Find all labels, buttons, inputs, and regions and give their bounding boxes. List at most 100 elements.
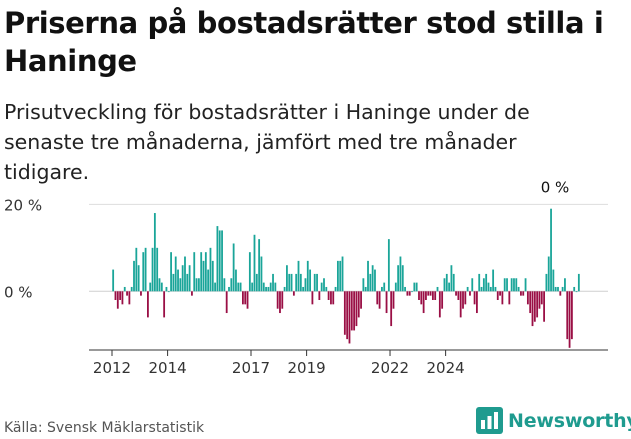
bar[interactable]	[538, 291, 541, 309]
bar[interactable]	[431, 291, 434, 300]
bar[interactable]	[267, 286, 270, 292]
bar[interactable]	[473, 291, 476, 305]
bar[interactable]	[302, 286, 305, 292]
bar[interactable]	[385, 291, 388, 314]
bar[interactable]	[457, 291, 460, 300]
bar[interactable]	[313, 273, 316, 292]
bar[interactable]	[397, 265, 400, 292]
bar[interactable]	[262, 282, 265, 292]
bar[interactable]	[239, 282, 242, 292]
bar[interactable]	[184, 256, 186, 292]
bar[interactable]	[242, 291, 244, 305]
bar[interactable]	[513, 278, 515, 292]
bar[interactable]	[223, 278, 226, 292]
bar[interactable]	[480, 286, 483, 292]
bar[interactable]	[325, 286, 328, 292]
bar[interactable]	[258, 239, 261, 292]
bar[interactable]	[297, 260, 300, 292]
bar[interactable]	[216, 226, 219, 292]
bar[interactable]	[355, 291, 358, 327]
bar[interactable]	[499, 291, 501, 296]
bar[interactable]	[374, 269, 376, 292]
bar[interactable]	[126, 291, 128, 296]
bar[interactable]	[566, 291, 569, 340]
bar[interactable]	[170, 252, 172, 292]
bar[interactable]	[330, 291, 332, 305]
bar[interactable]	[228, 286, 230, 292]
bar[interactable]	[299, 273, 302, 292]
bar[interactable]	[450, 265, 453, 292]
bar[interactable]	[274, 282, 277, 292]
bar[interactable]	[408, 291, 411, 296]
bar[interactable]	[503, 278, 506, 292]
bar[interactable]	[452, 273, 455, 292]
bar[interactable]	[225, 291, 228, 314]
bar[interactable]	[526, 291, 529, 305]
bar[interactable]	[464, 291, 467, 305]
bar[interactable]	[318, 291, 321, 300]
bar[interactable]	[116, 291, 119, 309]
bar[interactable]	[462, 291, 464, 309]
bar[interactable]	[515, 278, 518, 292]
bar[interactable]	[144, 247, 147, 292]
bar[interactable]	[436, 286, 439, 292]
bar[interactable]	[165, 286, 168, 292]
bar[interactable]	[149, 282, 152, 292]
bar[interactable]	[536, 291, 539, 318]
bar[interactable]	[517, 286, 520, 292]
bar[interactable]	[191, 291, 193, 296]
bar[interactable]	[202, 260, 205, 292]
bar[interactable]	[543, 291, 545, 322]
bar[interactable]	[367, 260, 369, 292]
bar[interactable]	[137, 265, 140, 292]
bar[interactable]	[214, 282, 217, 292]
bar[interactable]	[550, 208, 552, 292]
bar[interactable]	[357, 291, 360, 318]
bar[interactable]	[362, 278, 365, 292]
bar[interactable]	[420, 291, 423, 305]
bar[interactable]	[369, 273, 372, 292]
bar[interactable]	[147, 291, 149, 318]
bar[interactable]	[334, 286, 337, 292]
bar[interactable]	[441, 291, 444, 309]
bar[interactable]	[207, 269, 210, 292]
bar[interactable]	[545, 273, 548, 292]
bar[interactable]	[508, 291, 511, 305]
bar[interactable]	[547, 256, 550, 292]
bar[interactable]	[283, 286, 286, 292]
bar[interactable]	[151, 247, 154, 292]
bar[interactable]	[485, 273, 488, 292]
bar[interactable]	[482, 278, 485, 292]
bar[interactable]	[540, 291, 543, 305]
bar[interactable]	[425, 291, 427, 300]
bar[interactable]	[575, 291, 578, 293]
bar[interactable]	[445, 273, 448, 292]
bar[interactable]	[265, 286, 267, 292]
bar[interactable]	[557, 286, 559, 292]
bar[interactable]	[181, 265, 184, 292]
bar[interactable]	[552, 269, 555, 292]
bar[interactable]	[286, 265, 288, 292]
bar[interactable]	[364, 286, 367, 292]
bar[interactable]	[381, 286, 383, 292]
bar[interactable]	[469, 291, 471, 296]
bar[interactable]	[128, 291, 131, 305]
bar[interactable]	[235, 269, 237, 292]
bar[interactable]	[172, 273, 175, 292]
bar[interactable]	[295, 273, 298, 292]
bar[interactable]	[112, 269, 115, 292]
bar[interactable]	[288, 273, 291, 292]
bar[interactable]	[332, 291, 335, 305]
bar[interactable]	[522, 291, 525, 296]
bar[interactable]	[230, 278, 233, 292]
bar[interactable]	[399, 256, 402, 292]
bar[interactable]	[306, 260, 309, 292]
bar[interactable]	[559, 291, 562, 296]
bar[interactable]	[272, 273, 274, 292]
bar[interactable]	[153, 213, 156, 292]
bar[interactable]	[209, 247, 212, 292]
bar[interactable]	[561, 286, 564, 292]
bar[interactable]	[174, 256, 177, 292]
bar[interactable]	[167, 291, 170, 293]
bar[interactable]	[476, 291, 478, 314]
